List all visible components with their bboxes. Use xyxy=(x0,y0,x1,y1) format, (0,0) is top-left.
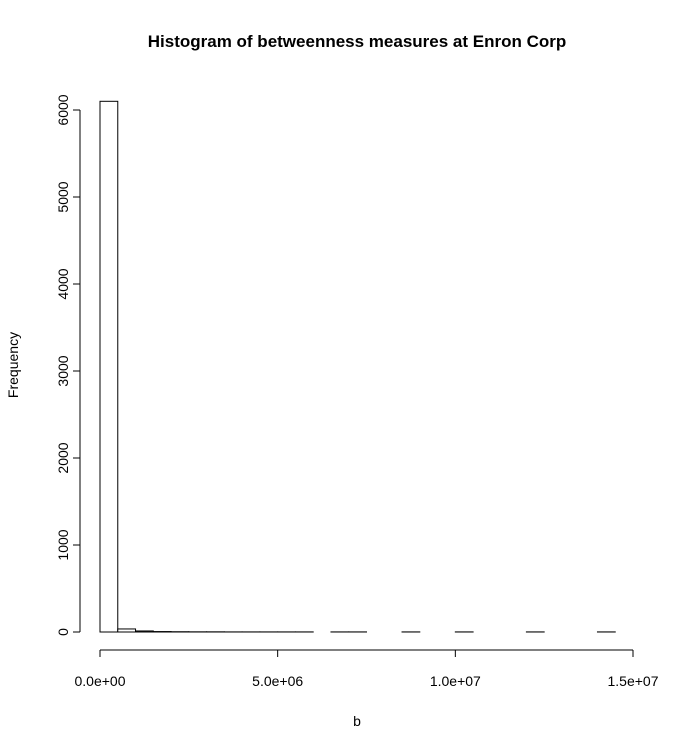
y-tick-label: 4000 xyxy=(55,268,71,299)
x-tick-label: 1.5e+07 xyxy=(608,673,659,689)
x-axis: 0.0e+00 5.0e+06 1.0e+07 1.5e+07 xyxy=(75,649,659,689)
x-tick-label: 5.0e+06 xyxy=(252,673,303,689)
bars-group xyxy=(99,100,616,633)
y-tick-label: 1000 xyxy=(55,529,71,560)
x-tick-label: 1.0e+07 xyxy=(430,673,481,689)
y-tick-label: 5000 xyxy=(55,181,71,212)
histogram-bar xyxy=(135,630,154,633)
x-tick-label: 0.0e+00 xyxy=(75,673,126,689)
histogram-bar xyxy=(99,100,119,633)
y-axis-label: Frequency xyxy=(5,332,21,398)
y-tick-label: 2000 xyxy=(55,442,71,473)
x-axis-label: b xyxy=(353,713,361,729)
histogram-bar xyxy=(117,628,137,633)
y-tick-label: 0 xyxy=(55,628,71,636)
y-axis: 0 1000 2000 3000 4000 5000 6000 xyxy=(55,94,81,636)
y-tick-label: 3000 xyxy=(55,355,71,386)
chart-title: Histogram of betweenness measures at Enr… xyxy=(148,32,567,51)
y-tick-label: 6000 xyxy=(55,94,71,125)
